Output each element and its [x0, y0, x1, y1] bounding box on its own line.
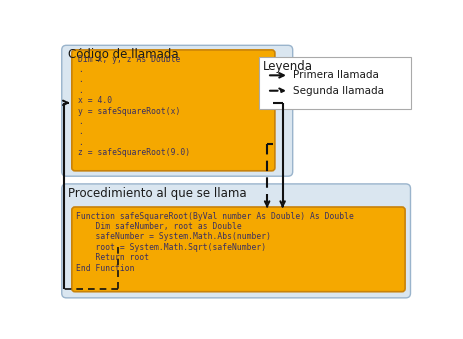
- Text: Dim x, y, z As Double: Dim x, y, z As Double: [78, 55, 181, 63]
- Bar: [259, 57, 411, 109]
- FancyBboxPatch shape: [62, 45, 293, 176]
- Text: .: .: [78, 86, 83, 95]
- Text: Dim safeNumber, root as Double: Dim safeNumber, root as Double: [76, 222, 242, 231]
- Text: .: .: [78, 117, 83, 126]
- Text: root = System.Math.Sqrt(safeNumber): root = System.Math.Sqrt(safeNumber): [76, 243, 267, 252]
- Text: .: .: [78, 75, 83, 84]
- Text: Procedimiento al que se llama: Procedimiento al que se llama: [68, 187, 247, 200]
- FancyBboxPatch shape: [72, 50, 275, 171]
- Text: Return root: Return root: [76, 253, 150, 262]
- Text: Primera llamada: Primera llamada: [293, 70, 379, 80]
- Text: y = safeSquareRoot(x): y = safeSquareRoot(x): [78, 106, 181, 116]
- FancyBboxPatch shape: [62, 184, 411, 298]
- Text: End Function: End Function: [76, 264, 135, 273]
- Text: safeNumber = System.Math.Abs(number): safeNumber = System.Math.Abs(number): [76, 233, 271, 241]
- Text: x = 4.0: x = 4.0: [78, 96, 112, 105]
- FancyBboxPatch shape: [72, 207, 405, 292]
- Text: .: .: [78, 65, 83, 74]
- Text: Function safeSquareRoot(ByVal number As Double) As Double: Function safeSquareRoot(ByVal number As …: [76, 212, 354, 221]
- Text: Código de llamada: Código de llamada: [68, 48, 179, 61]
- Text: z = safeSquareRoot(9.0): z = safeSquareRoot(9.0): [78, 148, 190, 157]
- Text: Leyenda: Leyenda: [263, 60, 313, 73]
- Text: Segunda llamada: Segunda llamada: [293, 86, 384, 96]
- Text: .: .: [78, 138, 83, 147]
- Text: .: .: [78, 127, 83, 136]
